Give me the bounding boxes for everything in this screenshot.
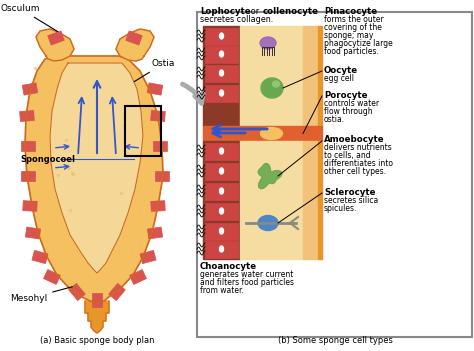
- Polygon shape: [19, 111, 34, 121]
- Bar: [205, 85, 238, 102]
- Polygon shape: [25, 56, 163, 303]
- Polygon shape: [22, 83, 38, 95]
- Polygon shape: [151, 201, 165, 211]
- Ellipse shape: [258, 216, 278, 231]
- Text: flow through: flow through: [324, 107, 373, 116]
- Polygon shape: [36, 29, 74, 61]
- Ellipse shape: [260, 37, 276, 49]
- Polygon shape: [32, 250, 48, 264]
- Bar: [203, 126, 322, 141]
- Polygon shape: [21, 171, 35, 181]
- Text: generates water current: generates water current: [200, 270, 293, 279]
- Text: controls water: controls water: [324, 99, 379, 108]
- Ellipse shape: [273, 81, 280, 87]
- Text: collenocyte: collenocyte: [263, 7, 319, 16]
- Text: Lophocyte: Lophocyte: [200, 7, 251, 16]
- Bar: [303, 26, 318, 126]
- Bar: [205, 223, 238, 240]
- Text: Pinacocyte: Pinacocyte: [324, 7, 377, 16]
- Polygon shape: [147, 83, 163, 95]
- Polygon shape: [44, 270, 61, 285]
- Polygon shape: [69, 283, 85, 300]
- Ellipse shape: [219, 228, 224, 234]
- Polygon shape: [155, 171, 169, 181]
- Text: phagocytize large: phagocytize large: [324, 39, 393, 48]
- Polygon shape: [23, 201, 37, 211]
- Text: Mesohyl: Mesohyl: [10, 287, 73, 303]
- Polygon shape: [92, 293, 102, 307]
- Ellipse shape: [219, 90, 224, 96]
- Text: sponge; may: sponge; may: [324, 31, 374, 40]
- Text: and filters food particles: and filters food particles: [200, 278, 294, 287]
- Bar: [205, 28, 238, 45]
- Ellipse shape: [219, 246, 224, 252]
- Bar: [240, 141, 303, 259]
- Ellipse shape: [219, 51, 224, 57]
- Bar: [125, 106, 161, 156]
- Text: from water.: from water.: [200, 286, 244, 295]
- Bar: [205, 46, 238, 63]
- Text: delivers nutrients: delivers nutrients: [324, 143, 392, 152]
- Bar: [303, 141, 318, 259]
- Ellipse shape: [219, 70, 224, 76]
- Bar: [203, 141, 240, 259]
- Text: Oocyte: Oocyte: [324, 66, 358, 75]
- Text: differentiates into: differentiates into: [324, 159, 393, 168]
- Polygon shape: [151, 111, 165, 121]
- Polygon shape: [26, 227, 41, 239]
- Polygon shape: [140, 250, 156, 264]
- Ellipse shape: [219, 33, 224, 39]
- Text: forms the outer: forms the outer: [324, 15, 384, 24]
- Text: Ostia: Ostia: [134, 59, 175, 81]
- Bar: [205, 203, 238, 220]
- Text: or: or: [248, 7, 262, 16]
- Polygon shape: [153, 141, 167, 151]
- Ellipse shape: [219, 148, 224, 154]
- Bar: [205, 65, 238, 82]
- Text: egg cell: egg cell: [324, 74, 354, 83]
- Polygon shape: [48, 31, 64, 45]
- Bar: [205, 143, 238, 160]
- Polygon shape: [129, 270, 146, 285]
- Bar: [205, 241, 238, 258]
- Text: (a) Basic sponge body plan: (a) Basic sponge body plan: [40, 336, 154, 345]
- Ellipse shape: [219, 168, 224, 174]
- Text: Amoebocyte: Amoebocyte: [324, 135, 384, 144]
- Text: other cell types.: other cell types.: [324, 167, 386, 176]
- Text: secretes collagen.: secretes collagen.: [200, 15, 273, 24]
- Text: to cells, and: to cells, and: [324, 151, 371, 160]
- Text: covering of the: covering of the: [324, 23, 382, 32]
- Polygon shape: [50, 63, 143, 273]
- Polygon shape: [258, 164, 282, 189]
- Bar: [318, 26, 322, 126]
- Text: Sclerocyte: Sclerocyte: [324, 188, 375, 197]
- Polygon shape: [116, 29, 154, 61]
- Polygon shape: [85, 301, 109, 333]
- Ellipse shape: [261, 127, 283, 139]
- Ellipse shape: [219, 208, 224, 214]
- Bar: [197, 12, 472, 337]
- Polygon shape: [109, 283, 125, 300]
- Polygon shape: [21, 141, 35, 151]
- Text: secretes silica: secretes silica: [324, 196, 378, 205]
- Bar: [205, 163, 238, 180]
- Text: spicules.: spicules.: [324, 204, 357, 213]
- Bar: [318, 141, 322, 259]
- Text: ostia.: ostia.: [324, 115, 345, 124]
- Text: Choanocyte: Choanocyte: [200, 262, 257, 271]
- Text: Porocyte: Porocyte: [324, 91, 367, 100]
- Ellipse shape: [261, 78, 283, 98]
- Text: Spongocoel: Spongocoel: [20, 154, 75, 164]
- Polygon shape: [126, 31, 142, 45]
- Text: (b) Some sponge cell types: (b) Some sponge cell types: [278, 336, 392, 345]
- Text: Osculum: Osculum: [0, 4, 58, 32]
- Text: food particles.: food particles.: [324, 47, 379, 56]
- Bar: [205, 183, 238, 200]
- Polygon shape: [147, 227, 163, 239]
- Ellipse shape: [219, 188, 224, 194]
- Bar: [203, 26, 240, 126]
- Bar: [240, 26, 303, 126]
